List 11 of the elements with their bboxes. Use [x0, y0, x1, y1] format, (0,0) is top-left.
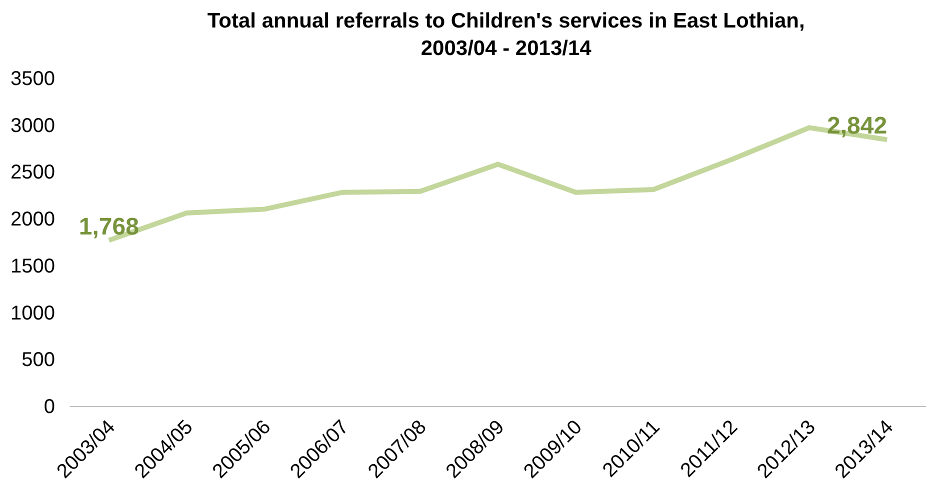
data-label: 2,842: [827, 112, 888, 140]
y-tick-label: 500: [22, 349, 55, 372]
y-tick-label: 1500: [10, 255, 55, 278]
y-tick-label: 3000: [10, 114, 55, 137]
chart-title: Total annual referrals to Children's services in East Lothian, 2003/04 - 2013/14: [207, 10, 805, 60]
y-tick-label: 2000: [10, 208, 55, 231]
y-tick-label: 3500: [10, 68, 55, 90]
y-tick-label: 0: [44, 396, 55, 418]
y-tick-label: 1000: [10, 302, 55, 324]
data-label: 1,768: [78, 213, 139, 240]
y-tick-label: 2500: [10, 162, 55, 184]
